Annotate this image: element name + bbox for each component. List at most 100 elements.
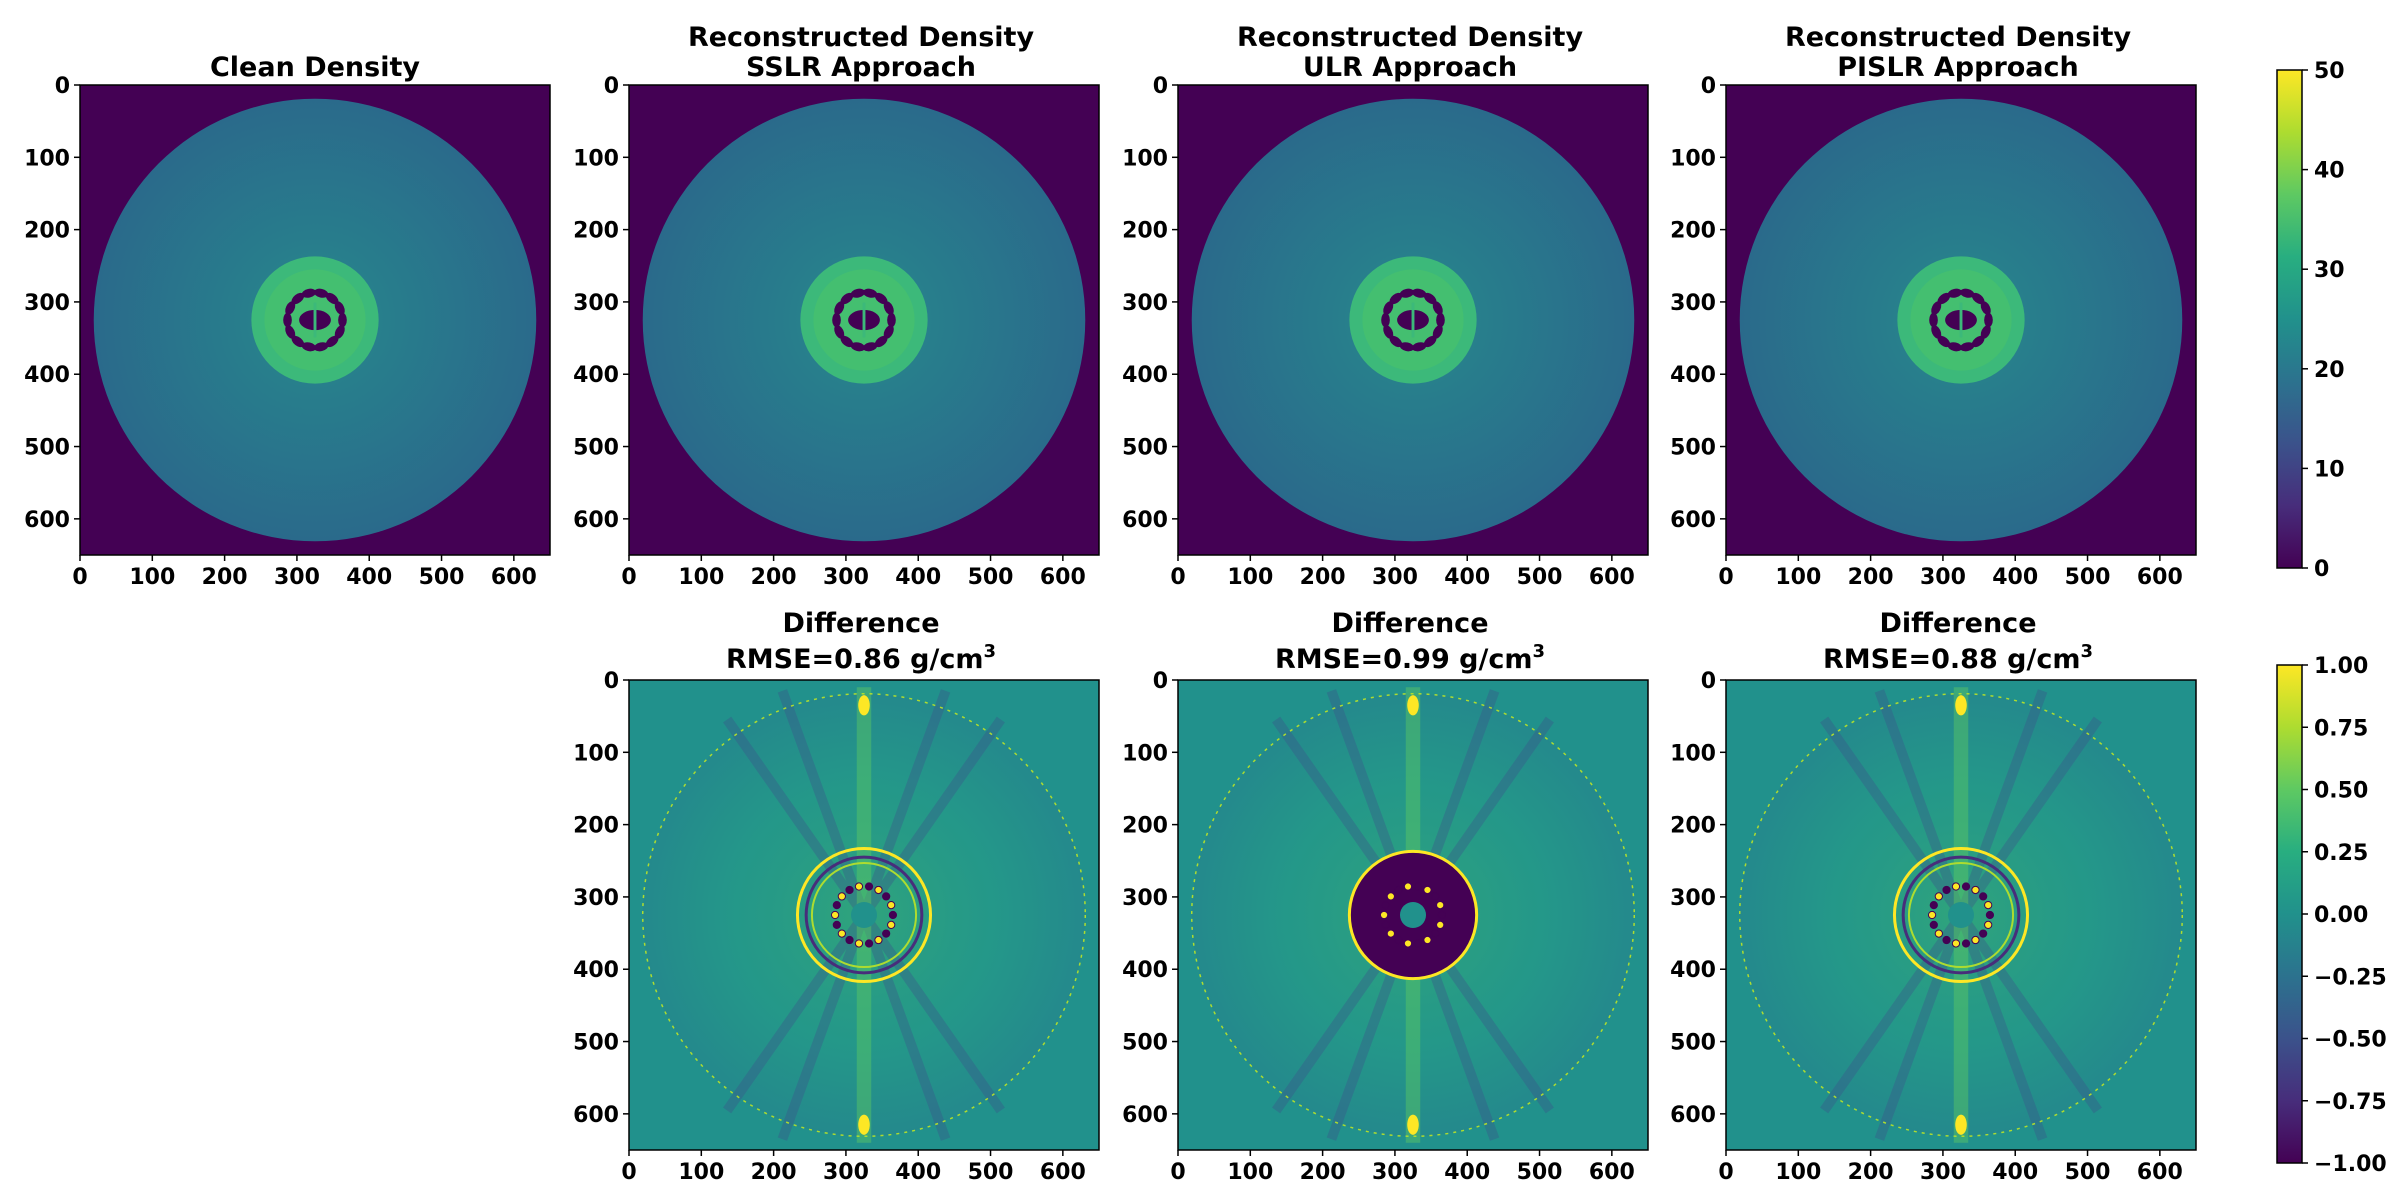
y-tick-label: 200 — [1122, 219, 1168, 244]
colorbar-gradient — [2277, 665, 2302, 1163]
y-axis: 0 100 200 300 400 500 600 — [24, 74, 80, 533]
colorbar-gradient — [2277, 70, 2302, 568]
y-tick-label: 100 — [1122, 146, 1168, 171]
title-diff-sslr: Difference — [782, 608, 939, 639]
colorbars: 0 10 20 30 40 50 −1.00 −0.75 −0.50 −0.25 0.00 0.25 0… — [2276, 59, 2387, 1177]
title-diff-pislr: Difference — [1879, 608, 2036, 639]
x-tick-label: 500 — [2065, 565, 2111, 590]
x-tick-label: 600 — [491, 565, 537, 590]
y-tick-label: 100 — [1670, 741, 1716, 766]
colorbar-tick-label: 30 — [2314, 258, 2345, 283]
colorbar-tick-label: 10 — [2314, 457, 2345, 482]
x-tick-label: 100 — [1775, 1160, 1821, 1185]
y-tick-label: 500 — [1122, 436, 1168, 461]
x-tick-label: 400 — [1444, 1160, 1490, 1185]
x-tick-label: 100 — [678, 1160, 724, 1185]
colorbar-tick-label: 0.25 — [2314, 841, 2368, 866]
y-tick-label: 600 — [24, 508, 70, 533]
x-tick-label: 500 — [1517, 1160, 1563, 1185]
x-tick-label: 600 — [1040, 565, 1086, 590]
x-tick-label: 0 — [72, 565, 87, 590]
x-tick-label: 0 — [621, 1160, 636, 1185]
x-tick-label: 300 — [1920, 565, 1966, 590]
heatmap-image — [1726, 680, 2196, 1150]
y-tick-label: 400 — [1122, 363, 1168, 388]
x-axis: 0 100 200 300 400 500 600 — [72, 555, 537, 590]
x-tick-label: 300 — [1372, 1160, 1418, 1185]
y-tick-label: 500 — [24, 436, 70, 461]
colorbar-tick-label: 50 — [2314, 59, 2345, 84]
y-tick-label: 0 — [55, 74, 70, 99]
title-clean: Clean Density — [210, 52, 420, 83]
y-tick-label: 100 — [573, 146, 619, 171]
y-tick-label: 300 — [1670, 886, 1716, 911]
x-tick-label: 400 — [1444, 565, 1490, 590]
x-tick-label: 600 — [1040, 1160, 1086, 1185]
x-axis: 0 100 200 300 400 500 600 — [1170, 1150, 1635, 1185]
panel-5: 0 100 200 300 400 500 600 0 100 200 300 400 500 600 — [1122, 669, 1649, 1185]
x-tick-label: 0 — [1170, 565, 1185, 590]
colorbar-tick-label: −0.75 — [2314, 1090, 2387, 1115]
y-tick-label: 100 — [1122, 741, 1168, 766]
center-detail — [1379, 882, 1447, 948]
y-axis: 0 100 200 300 400 500 600 — [1122, 74, 1178, 533]
rmse-sslr-sup: 3 — [983, 641, 996, 662]
axes-frame — [628, 679, 1100, 1151]
y-tick-label: 0 — [604, 74, 619, 99]
rmse-pislr-sup: 3 — [2080, 641, 2093, 662]
rmse-pislr: RMSE=0.88 g/cm — [1823, 644, 2081, 675]
y-tick-label: 500 — [573, 436, 619, 461]
inner-holes — [1929, 288, 1993, 352]
colorbar-1: −1.00 −0.75 −0.50 −0.25 0.00 0.25 0.50 0.75 1.00 — [2276, 654, 2387, 1177]
y-tick-label: 500 — [1670, 436, 1716, 461]
x-tick-label: 500 — [419, 565, 465, 590]
colorbar-tick-label: −0.50 — [2314, 1028, 2387, 1053]
x-tick-label: 300 — [1372, 565, 1418, 590]
center-detail — [830, 882, 898, 948]
y-axis: 0 100 200 300 400 500 600 — [1670, 669, 1726, 1128]
x-tick-label: 100 — [1775, 565, 1821, 590]
y-tick-label: 600 — [573, 1103, 619, 1128]
y-tick-label: 0 — [604, 669, 619, 694]
x-axis: 0 100 200 300 400 500 600 — [621, 1150, 1086, 1185]
y-tick-label: 400 — [573, 958, 619, 983]
y-tick-label: 100 — [573, 741, 619, 766]
y-axis: 0 100 200 300 400 500 600 — [1670, 74, 1726, 533]
heatmap-image — [1178, 85, 1648, 555]
y-tick-label: 200 — [1122, 814, 1168, 839]
x-tick-label: 300 — [823, 565, 869, 590]
y-tick-label: 600 — [573, 508, 619, 533]
title-pislr: Reconstructed Density — [1785, 22, 2132, 53]
y-tick-label: 300 — [573, 886, 619, 911]
x-tick-label: 500 — [968, 1160, 1014, 1185]
top-hotspot — [858, 695, 870, 716]
bottom-hotspot — [1955, 1114, 1967, 1135]
y-tick-label: 200 — [573, 219, 619, 244]
x-tick-label: 500 — [1517, 565, 1563, 590]
axes-frame — [1725, 84, 2197, 556]
x-tick-label: 300 — [1920, 1160, 1966, 1185]
x-axis: 0 100 200 300 400 500 600 — [1718, 555, 2183, 590]
panel-1: 0 100 200 300 400 500 600 0 100 200 300 400 500 600 — [573, 74, 1100, 590]
heatmap-image — [80, 85, 550, 555]
y-axis: 0 100 200 300 400 500 600 — [573, 74, 629, 533]
panel-2: 0 100 200 300 400 500 600 0 100 200 300 400 500 600 — [1122, 74, 1649, 590]
x-tick-label: 400 — [1992, 1160, 2038, 1185]
subtitle-diff-pislr: RMSE=0.88 g/cm3 — [1823, 641, 2093, 675]
x-tick-label: 400 — [895, 565, 941, 590]
y-tick-label: 100 — [1670, 146, 1716, 171]
y-tick-label: 0 — [1153, 74, 1168, 99]
y-tick-label: 500 — [573, 1031, 619, 1056]
rmse-ulr: RMSE=0.99 g/cm — [1275, 644, 1533, 675]
x-tick-label: 0 — [1718, 1160, 1733, 1185]
center-ring — [1892, 846, 2030, 984]
x-tick-label: 100 — [1227, 1160, 1273, 1185]
x-tick-label: 0 — [1170, 1160, 1185, 1185]
colorbar-0: 0 10 20 30 40 50 — [2276, 59, 2345, 582]
panel-0: 0 100 200 300 400 500 600 0 100 200 300 400 500 600 — [24, 74, 551, 590]
x-tick-label: 300 — [274, 565, 320, 590]
x-tick-label: 200 — [202, 565, 248, 590]
x-tick-label: 0 — [621, 565, 636, 590]
